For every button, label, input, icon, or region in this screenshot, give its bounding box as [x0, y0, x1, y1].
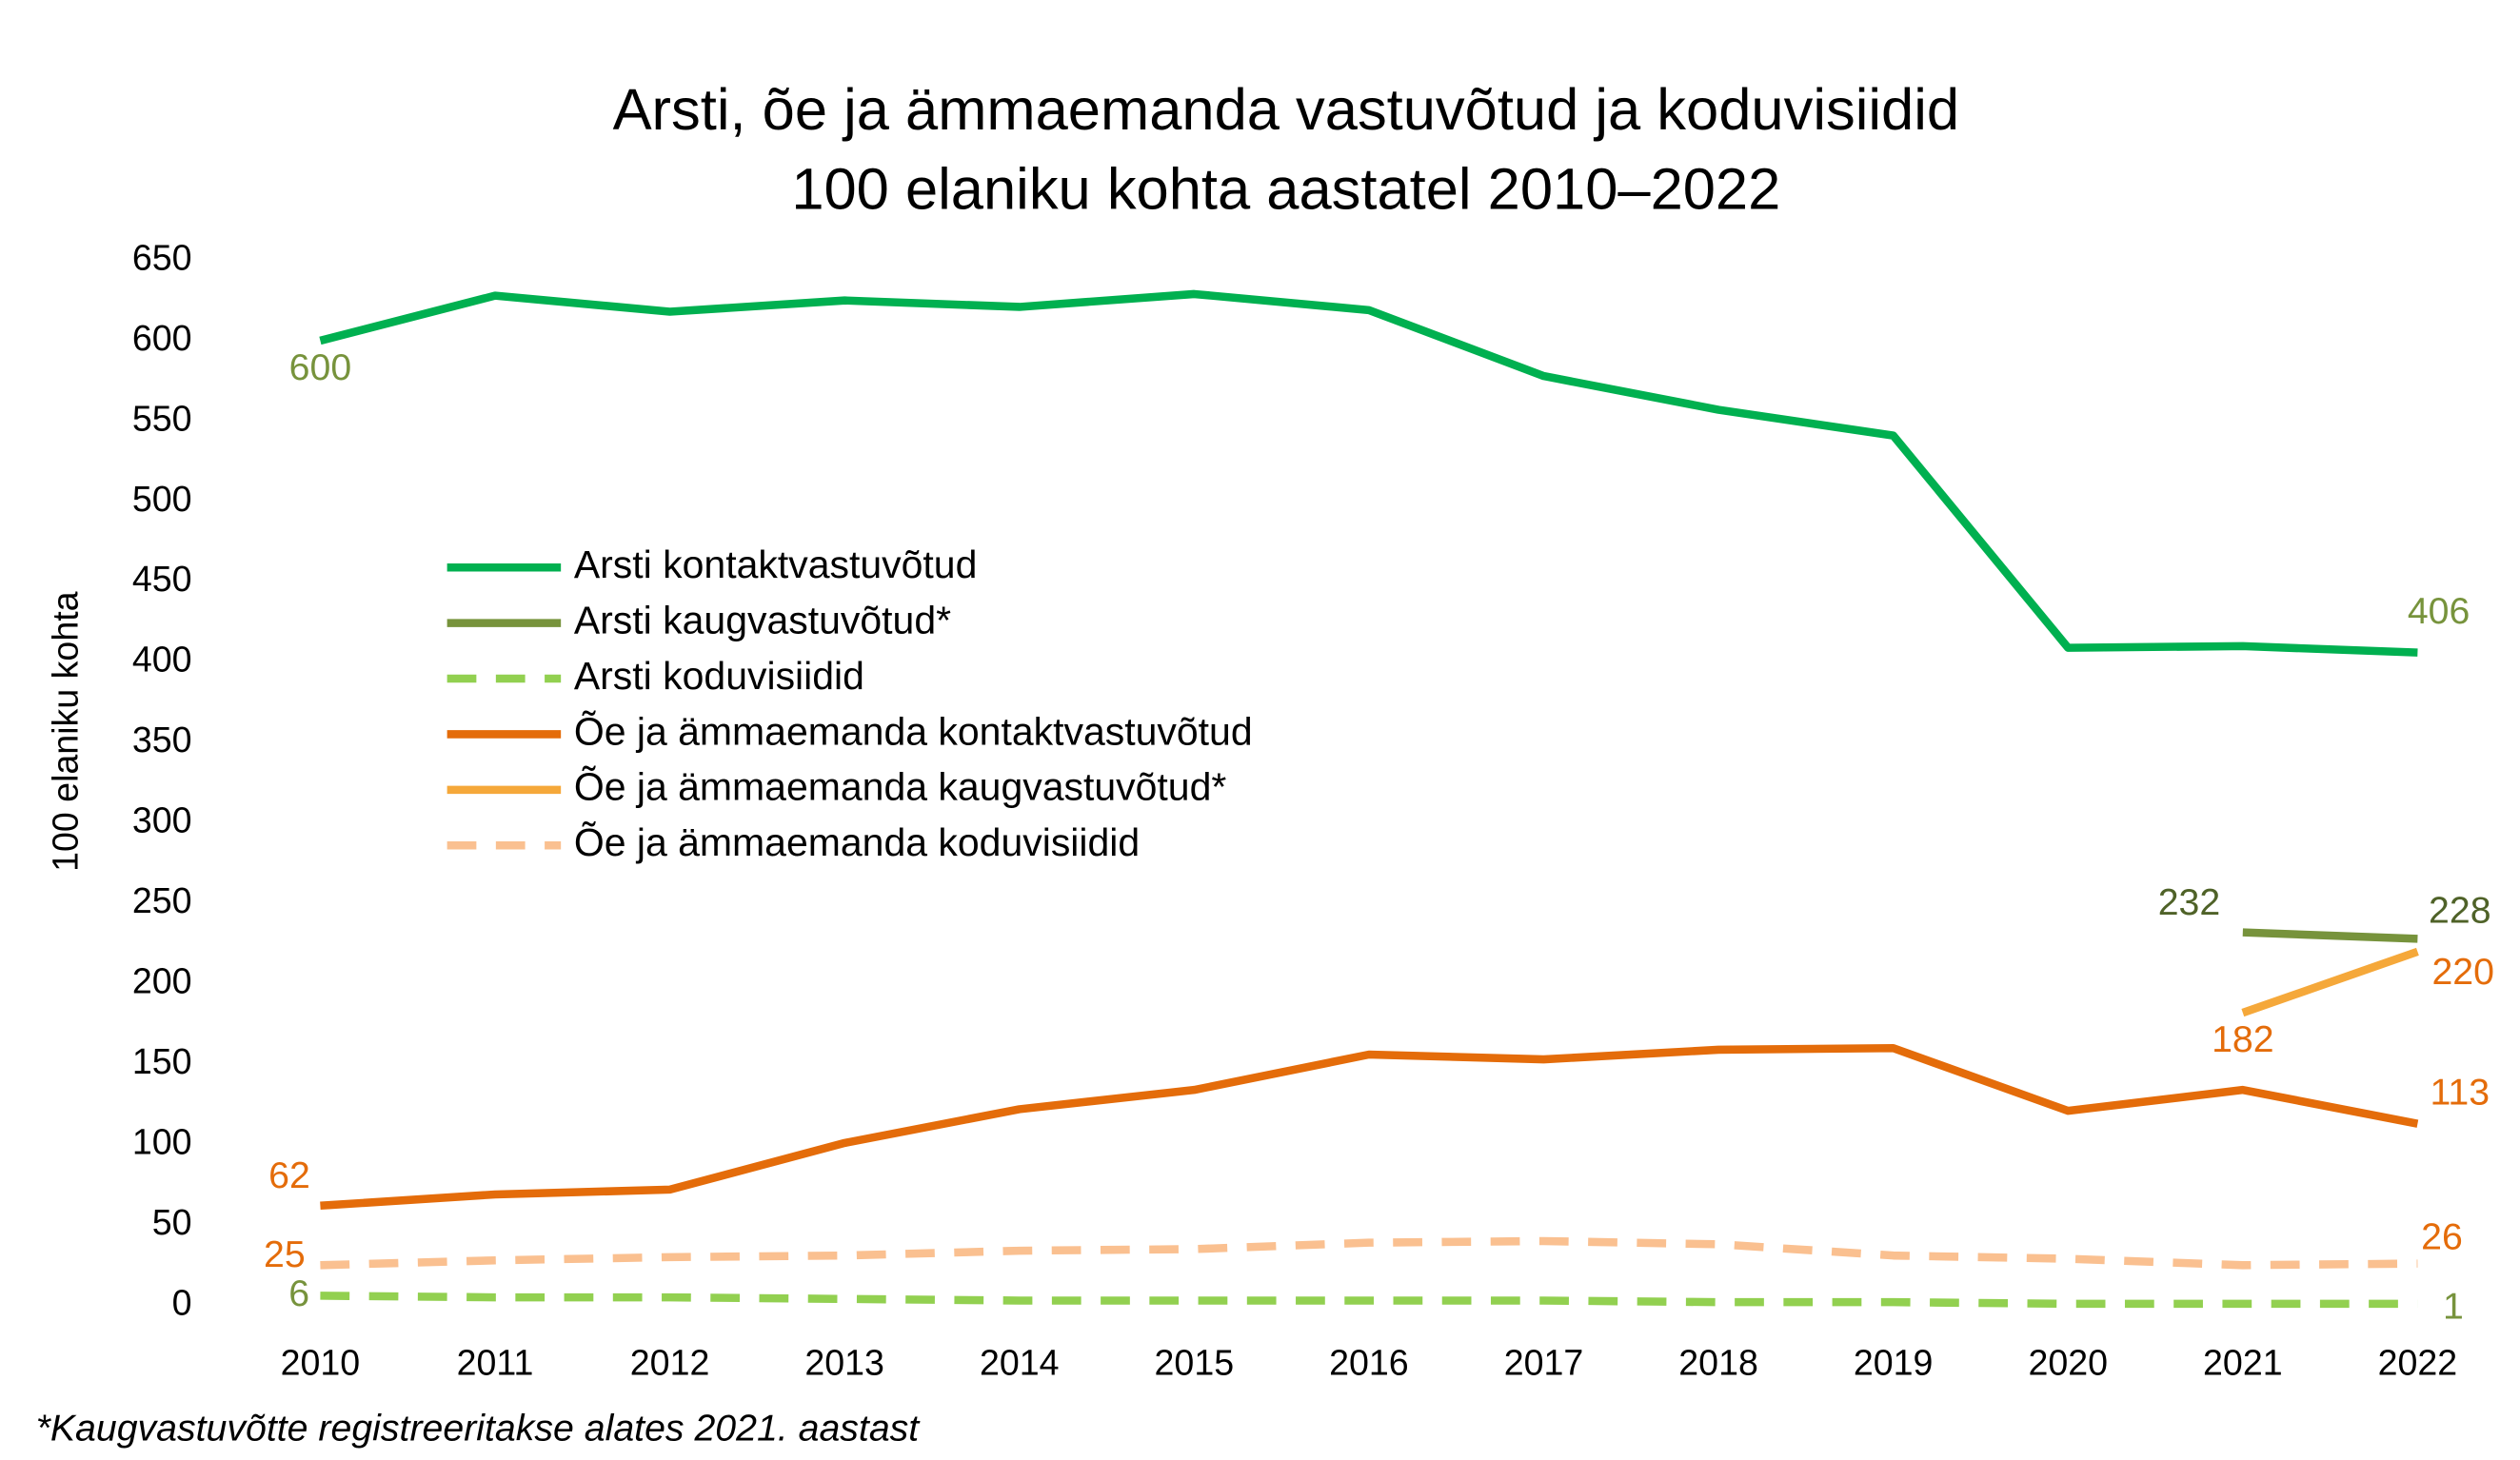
y-tick-label: 200: [132, 961, 192, 1001]
x-tick-label: 2016: [1329, 1343, 1409, 1383]
y-tick-label: 50: [152, 1202, 192, 1242]
x-tick-label: 2018: [1678, 1343, 1758, 1383]
data-label: 182: [2212, 1018, 2274, 1060]
y-tick-label: 450: [132, 559, 192, 599]
footnote: *Kaugvastuvõtte registreeritakse alates …: [36, 1407, 922, 1449]
data-label: 6: [288, 1273, 309, 1314]
legend-label: Õe ja ämmaemanda kaugvastuvõtud*: [574, 765, 1227, 809]
y-tick-label: 250: [132, 880, 192, 920]
x-tick-label: 2014: [980, 1343, 1060, 1383]
y-tick-label: 150: [132, 1041, 192, 1081]
y-tick-label: 350: [132, 720, 192, 760]
series-line: [2241, 947, 2419, 1017]
x-tick-label: 2013: [804, 1343, 884, 1383]
x-tick-label: 2020: [2028, 1343, 2108, 1383]
x-tick-label: 2015: [1155, 1343, 1235, 1383]
series-line: [2242, 928, 2418, 943]
y-tick-label: 500: [132, 479, 192, 519]
x-tick-label: 2011: [457, 1343, 534, 1383]
legend-label: Arsti kontaktvastuvõtud: [574, 543, 978, 586]
legend-label: Õe ja ämmaemanda kontaktvastuvõtud: [574, 709, 1253, 753]
data-label: 25: [264, 1233, 306, 1275]
series-line: [320, 1292, 2418, 1309]
y-tick-label: 300: [132, 800, 192, 840]
data-label: 62: [268, 1154, 310, 1196]
series-line: [319, 289, 2418, 657]
chart-title: Arsti, õe ja ämmaemanda vastuvõtud ja ko…: [613, 77, 1960, 143]
data-label: 228: [2429, 889, 2491, 931]
chart-title: 100 elaniku kohta aastatel 2010–2022: [791, 157, 1780, 223]
data-label: 113: [2431, 1071, 2490, 1113]
data-label: 1: [2443, 1285, 2464, 1327]
data-label: 406: [2408, 590, 2470, 632]
data-label: 220: [2431, 951, 2494, 993]
data-label: 600: [289, 346, 352, 388]
x-tick-label: 2021: [2203, 1343, 2283, 1383]
x-tick-label: 2012: [630, 1343, 710, 1383]
data-label: 26: [2421, 1215, 2463, 1257]
series-line: [320, 1236, 2418, 1270]
x-tick-label: 2010: [281, 1343, 361, 1383]
data-label: 232: [2158, 881, 2221, 923]
legend-label: Arsti koduvisiidid: [574, 654, 864, 698]
legend-label: Arsti kaugvastuvõtud*: [574, 598, 951, 641]
y-tick-label: 600: [132, 318, 192, 358]
legend-label: Õe ja ämmaemanda koduvisiidid: [574, 820, 1140, 864]
y-tick-label: 0: [172, 1282, 192, 1322]
x-tick-label: 2022: [2378, 1343, 2458, 1383]
y-tick-label: 100: [132, 1122, 192, 1162]
x-tick-label: 2017: [1504, 1343, 1584, 1383]
y-tick-label: 400: [132, 640, 192, 680]
y-tick-label: 650: [132, 237, 192, 277]
y-axis-label: 100 elaniku kohta: [46, 591, 86, 872]
x-tick-label: 2019: [1854, 1343, 1934, 1383]
y-tick-label: 550: [132, 398, 192, 438]
series-line: [320, 1043, 2419, 1211]
